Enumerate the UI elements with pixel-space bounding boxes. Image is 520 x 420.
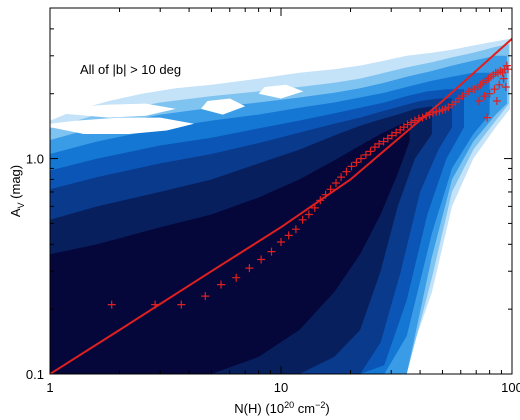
y-axis-title-end: (mag) [8, 165, 23, 203]
data-point [392, 128, 401, 137]
x-axis-title: N(H) (1020 cm−2) [234, 400, 329, 416]
data-point [502, 61, 511, 70]
x-axis-title-base: N(H) (10 [234, 401, 284, 416]
x-tick-label: 1 [46, 380, 53, 395]
density-gap-3 [258, 84, 304, 99]
data-point [107, 300, 116, 309]
density-gap-2 [200, 98, 246, 115]
y-axis-title-sub: V [16, 202, 26, 208]
annotation-label: All of |b| > 10 deg [80, 62, 181, 77]
data-point [387, 131, 396, 140]
data-point [284, 231, 293, 240]
density-gap-1 [59, 103, 176, 118]
data-point [485, 89, 494, 98]
data-point [177, 300, 186, 309]
data-point [499, 74, 508, 83]
data-point [342, 167, 351, 176]
data-point [480, 92, 489, 101]
data-point [257, 255, 266, 264]
data-point [492, 97, 501, 105]
data-point [407, 118, 416, 127]
data-point [217, 280, 225, 289]
density-gap-0 [50, 117, 194, 134]
data-point [357, 154, 365, 163]
data-point [304, 210, 313, 219]
axis-ticks: 1 10 100 0.1 1.0 [26, 7, 520, 395]
y-tick-label: 0.1 [26, 367, 44, 382]
data-point [298, 215, 307, 224]
fit-line [50, 37, 512, 374]
x-axis-title-end: ) [325, 401, 329, 416]
data-point [245, 264, 254, 273]
data-point [475, 97, 483, 105]
data-point [375, 139, 384, 148]
data-point [310, 203, 319, 212]
data-point [361, 150, 370, 159]
y-axis-title-base: A [8, 208, 23, 217]
data-point [337, 173, 346, 182]
x-axis-title-sup: 20 [284, 400, 294, 410]
data-point [403, 120, 412, 129]
data-point [277, 238, 285, 246]
data-point [232, 273, 241, 282]
data-point [332, 179, 340, 187]
data-point [352, 158, 361, 167]
data-point [370, 143, 379, 152]
data-point [495, 80, 504, 89]
data-point [347, 162, 356, 171]
y-axis-title: AV (mag) [8, 165, 26, 217]
data-point [490, 85, 499, 94]
data-point [483, 113, 492, 122]
density-band-0 [50, 120, 410, 374]
x-tick-label: 100 [501, 380, 520, 395]
data-point [366, 147, 375, 156]
data-point [451, 98, 460, 106]
data-series [50, 37, 512, 374]
density-gaps [50, 84, 304, 134]
x-axis-title-sup2: −2 [315, 400, 325, 410]
y-tick-label: 1.0 [26, 152, 44, 167]
data-point [383, 134, 392, 143]
data-point [503, 65, 512, 74]
data-point [501, 83, 510, 91]
data-point [379, 137, 388, 146]
x-tick-label: 10 [274, 380, 288, 395]
data-point [291, 225, 300, 234]
data-point [267, 247, 276, 256]
data-point [201, 292, 210, 301]
x-axis-title-mid: cm [294, 401, 315, 416]
